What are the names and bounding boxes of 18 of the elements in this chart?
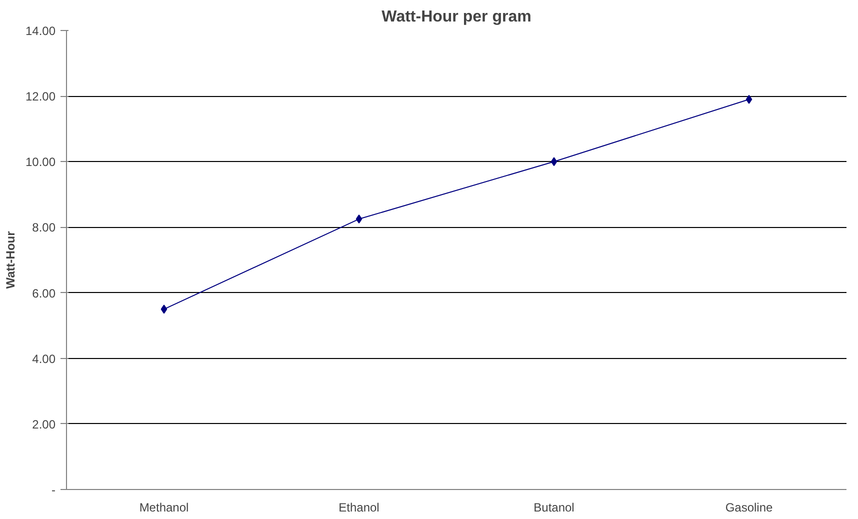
y-tick-label: 4.00 [32, 352, 56, 366]
x-tick-label: Ethanol [338, 500, 380, 514]
y-tick-label: - [52, 483, 56, 497]
x-tick-label: Gasoline [725, 500, 774, 514]
y-tick-label: 10.00 [25, 155, 56, 170]
point [550, 157, 558, 166]
y-tick-label: 14.00 [25, 24, 56, 38]
y-tick-label: 6.00 [32, 286, 56, 300]
x-tick-label: Butanol [534, 500, 574, 514]
y-axis-title: Watt-Hour [3, 230, 18, 289]
y-tick-label: 12.00 [25, 90, 56, 104]
point [160, 304, 168, 314]
x-tick-label: Methanol [139, 500, 189, 514]
point [356, 214, 362, 224]
chart-title: Watt-Hour per gram [382, 8, 532, 26]
y-tick-label: 8.00 [32, 220, 56, 235]
y-tick-label: 2.00 [32, 417, 56, 432]
point [746, 94, 752, 104]
